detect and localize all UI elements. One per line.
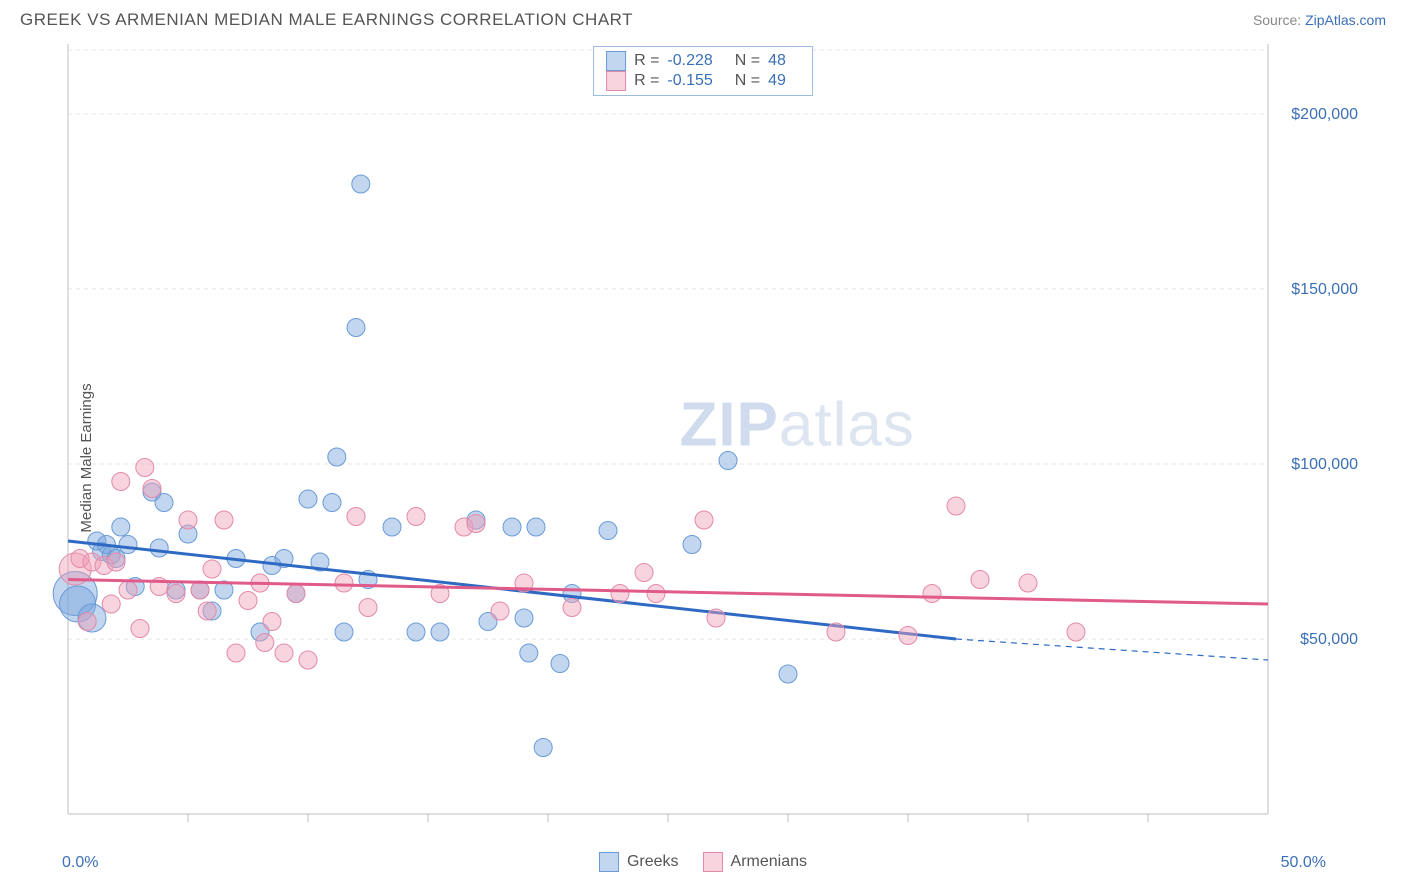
legend-label-armenians: Armenians — [731, 853, 807, 871]
n-value-armenians: 49 — [768, 72, 786, 90]
legend-row-greeks: R = -0.228 N = 48 — [606, 51, 800, 71]
scatter-chart: $50,000 $100,000 $150,000 $200,000 — [20, 44, 1378, 850]
r-value-greeks: -0.228 — [667, 52, 712, 70]
legend-item-armenians: Armenians — [703, 852, 807, 872]
chart-area: Median Male Earnings $50,000 $100,000 $150… — [20, 44, 1386, 872]
swatch-greeks — [606, 51, 626, 71]
legend-label-greeks: Greeks — [627, 853, 679, 871]
n-label-2: N = — [735, 72, 760, 90]
swatch-armenians — [606, 71, 626, 91]
n-label: N = — [735, 52, 760, 70]
series-legend: Greeks Armenians — [599, 852, 807, 872]
x-axis-max-label: 50.0% — [1281, 854, 1326, 872]
correlation-legend: R = -0.228 N = 48 R = -0.155 N = 49 — [593, 46, 813, 96]
r-label-2: R = — [634, 72, 659, 90]
svg-text:$100,000: $100,000 — [1291, 456, 1358, 473]
source-prefix: Source: — [1253, 12, 1305, 28]
legend-item-greeks: Greeks — [599, 852, 679, 872]
swatch-greeks-icon — [599, 852, 619, 872]
y-axis-label: Median Male Earnings — [78, 383, 95, 532]
svg-text:$150,000: $150,000 — [1291, 281, 1358, 298]
chart-header: GREEK VS ARMENIAN MEDIAN MALE EARNINGS C… — [0, 0, 1406, 30]
n-value-greeks: 48 — [768, 52, 786, 70]
svg-text:$50,000: $50,000 — [1300, 631, 1358, 648]
source-link[interactable]: ZipAtlas.com — [1305, 12, 1386, 28]
swatch-armenians-icon — [703, 852, 723, 872]
r-value-armenians: -0.155 — [667, 72, 712, 90]
svg-text:$200,000: $200,000 — [1291, 106, 1358, 123]
chart-source: Source: ZipAtlas.com — [1253, 12, 1386, 28]
legend-row-armenians: R = -0.155 N = 49 — [606, 71, 800, 91]
x-axis-min-label: 0.0% — [62, 854, 98, 872]
r-label: R = — [634, 52, 659, 70]
chart-title: GREEK VS ARMENIAN MEDIAN MALE EARNINGS C… — [20, 10, 633, 30]
